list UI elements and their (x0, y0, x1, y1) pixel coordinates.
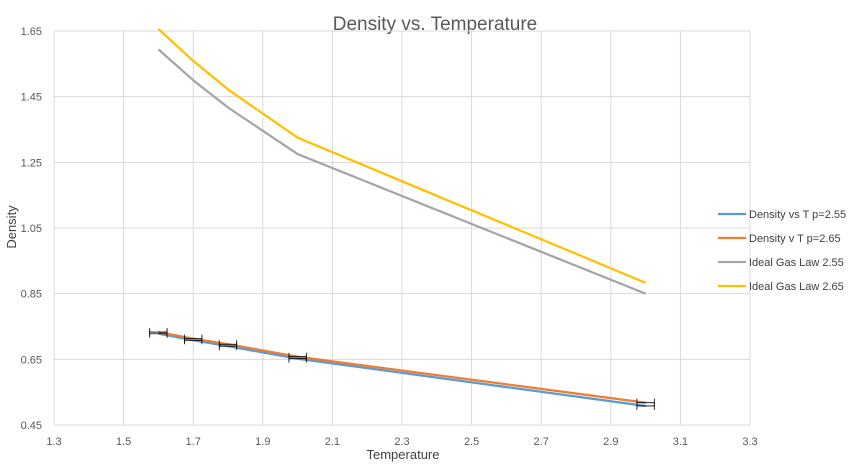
x-tick-label: 3.3 (742, 436, 757, 448)
x-tick-label: 1.9 (255, 436, 270, 448)
y-tick-label: 1.05 (21, 223, 42, 235)
y-tick-label: 0.45 (21, 420, 42, 432)
x-tick-label: 2.1 (325, 436, 340, 448)
x-tick-label: 1.7 (186, 436, 201, 448)
y-axis-tick-labels: 0.45 0.65 0.85 1.05 1.25 1.45 1.65 (21, 26, 42, 432)
error-bars (149, 328, 655, 410)
series-line (157, 48, 647, 295)
x-tick-label: 1.5 (116, 436, 131, 448)
series-line (157, 28, 647, 284)
y-tick-label: 1.25 (21, 157, 42, 169)
y-axis-label: Density (4, 205, 19, 249)
legend-entry: Ideal Gas Law 2.65 (749, 281, 844, 293)
legend: Density vs T p=2.55 Density v T p=2.65 Ide… (718, 209, 846, 293)
legend-entry: Density vs T p=2.55 (749, 209, 846, 221)
horizontal-gridlines (54, 30, 750, 426)
y-tick-label: 0.65 (21, 354, 42, 366)
y-tick-label: 0.85 (21, 289, 42, 301)
x-tick-label: 2.5 (464, 436, 479, 448)
x-tick-label: 3.1 (673, 436, 688, 448)
x-tick-label: 2.9 (603, 436, 618, 448)
x-tick-label: 2.7 (534, 436, 549, 448)
legend-entry: Ideal Gas Law 2.55 (749, 257, 844, 269)
x-axis-label: Temperature (367, 447, 440, 462)
x-axis-tick-labels: 1.3 1.5 1.7 1.9 2.1 2.3 2.5 2.7 2.9 3.1 3.3 (46, 436, 757, 448)
y-tick-label: 1.65 (21, 26, 42, 38)
x-tick-label: 1.3 (46, 436, 61, 448)
x-tick-label: 2.3 (394, 436, 409, 448)
y-tick-label: 1.45 (21, 92, 42, 104)
chart-title: Density vs. Temperature (333, 14, 538, 35)
legend-entry: Density v T p=2.65 (749, 233, 841, 245)
